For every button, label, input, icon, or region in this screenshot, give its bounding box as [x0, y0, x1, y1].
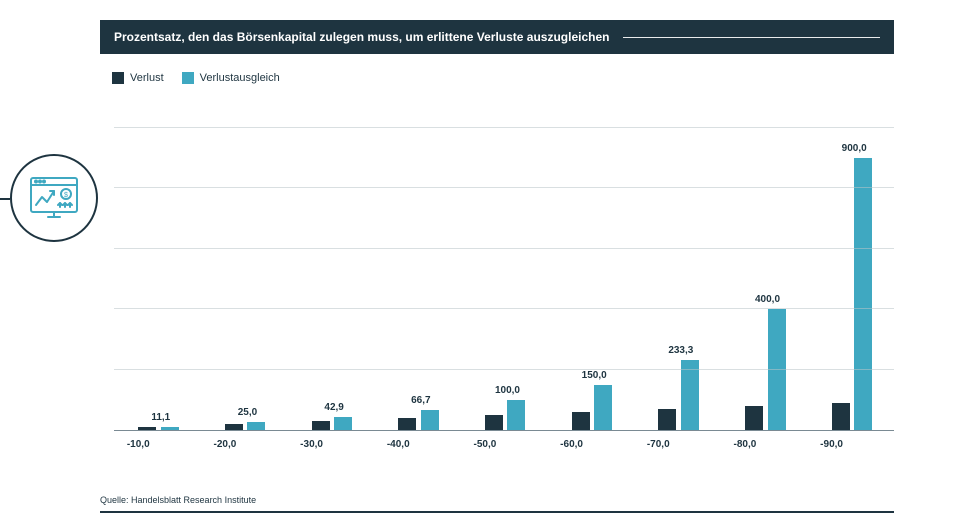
- neg-group: -60,0: [547, 431, 634, 465]
- value-label-loss: -90,0: [820, 439, 843, 450]
- bar-gain: [594, 385, 612, 430]
- legend-swatch-loss: [112, 72, 124, 84]
- negative-zone: -10,0 -20,0 -30,0 -40,0 -50,0 -60,0 -70,0 -80,0…: [114, 431, 894, 465]
- bar-group: 66,7: [374, 128, 461, 430]
- gridline: [114, 248, 894, 249]
- value-label-loss: -80,0: [734, 439, 757, 450]
- icon-lead-line: [0, 198, 10, 200]
- bar-group: 150,0: [547, 128, 634, 430]
- gridline: [114, 127, 894, 128]
- bar-gain: [334, 417, 352, 430]
- value-label-loss: -60,0: [560, 439, 583, 450]
- neg-group: -90,0: [807, 431, 894, 465]
- value-label-gain: 66,7: [411, 395, 430, 406]
- value-label-loss: -50,0: [474, 439, 497, 450]
- bar-group: 233,3: [634, 128, 721, 430]
- bar-group: 900,0: [807, 128, 894, 430]
- bar-loss: [658, 409, 676, 430]
- bar-groups: 11,1 25,0 42,9 66,7 100,0 150,0 233,3 400,0 900,…: [114, 128, 894, 430]
- bar-loss: [745, 406, 763, 430]
- value-label-loss: -20,0: [214, 439, 237, 450]
- bar-gain: [681, 360, 699, 430]
- neg-group: -80,0: [721, 431, 808, 465]
- stock-monitor-icon: $: [28, 175, 80, 221]
- value-label-gain: 900,0: [842, 143, 867, 154]
- source-attribution: Quelle: Handelsblatt Research Institute: [100, 495, 256, 505]
- legend-swatch-gain: [182, 72, 194, 84]
- value-label-gain: 11,1: [151, 412, 170, 423]
- legend-label-gain: Verlustausgleich: [200, 72, 280, 84]
- value-label-loss: -30,0: [300, 439, 323, 450]
- neg-group: -30,0: [287, 431, 374, 465]
- chart-title: Prozentsatz, den das Börsenkapital zuleg…: [114, 30, 609, 44]
- legend: Verlust Verlustausgleich: [112, 72, 954, 84]
- chart-title-bar: Prozentsatz, den das Börsenkapital zuleg…: [100, 20, 894, 54]
- bar-loss: [225, 424, 243, 430]
- bar-loss: [485, 415, 503, 430]
- legend-label-loss: Verlust: [130, 72, 164, 84]
- gridline: [114, 369, 894, 370]
- neg-group: -10,0: [114, 431, 201, 465]
- bar-group: 42,9: [287, 128, 374, 430]
- bottom-rule: [100, 511, 894, 513]
- bar-group: 100,0: [461, 128, 548, 430]
- bar-gain: [161, 427, 179, 430]
- icon-badge: $: [10, 154, 98, 242]
- legend-item-gain: Verlustausgleich: [182, 72, 280, 84]
- value-label-gain: 25,0: [238, 407, 257, 418]
- neg-group: -70,0: [634, 431, 721, 465]
- bar-gain: [421, 410, 439, 430]
- bar-group: 11,1: [114, 128, 201, 430]
- bar-loss: [572, 412, 590, 430]
- neg-group: -50,0: [461, 431, 548, 465]
- plot-area: 11,1 25,0 42,9 66,7 100,0 150,0 233,3 400,0 900,…: [114, 128, 894, 431]
- value-label-gain: 42,9: [324, 402, 343, 413]
- value-label-loss: -40,0: [387, 439, 410, 450]
- bar-group: 400,0: [721, 128, 808, 430]
- value-label-gain: 100,0: [495, 385, 520, 396]
- bar-loss: [832, 403, 850, 430]
- bar-gain: [247, 422, 265, 430]
- bar-gain: [854, 158, 872, 430]
- title-bar-line: [623, 37, 880, 38]
- value-label-gain: 400,0: [755, 294, 780, 305]
- legend-item-loss: Verlust: [112, 72, 164, 84]
- neg-group: -20,0: [201, 431, 288, 465]
- value-label-gain: 233,3: [668, 345, 693, 356]
- value-label-loss: -70,0: [647, 439, 670, 450]
- bar-loss: [312, 421, 330, 430]
- svg-text:$: $: [64, 192, 68, 199]
- value-label-loss: -10,0: [127, 439, 150, 450]
- bar-loss: [398, 418, 416, 430]
- chart: 11,1 25,0 42,9 66,7 100,0 150,0 233,3 400,0 900,…: [100, 128, 894, 465]
- gridline: [114, 187, 894, 188]
- bar-group: 25,0: [201, 128, 288, 430]
- neg-group: -40,0: [374, 431, 461, 465]
- gridline: [114, 308, 894, 309]
- bar-gain: [507, 400, 525, 430]
- value-label-gain: 150,0: [582, 370, 607, 381]
- bar-loss: [138, 427, 156, 430]
